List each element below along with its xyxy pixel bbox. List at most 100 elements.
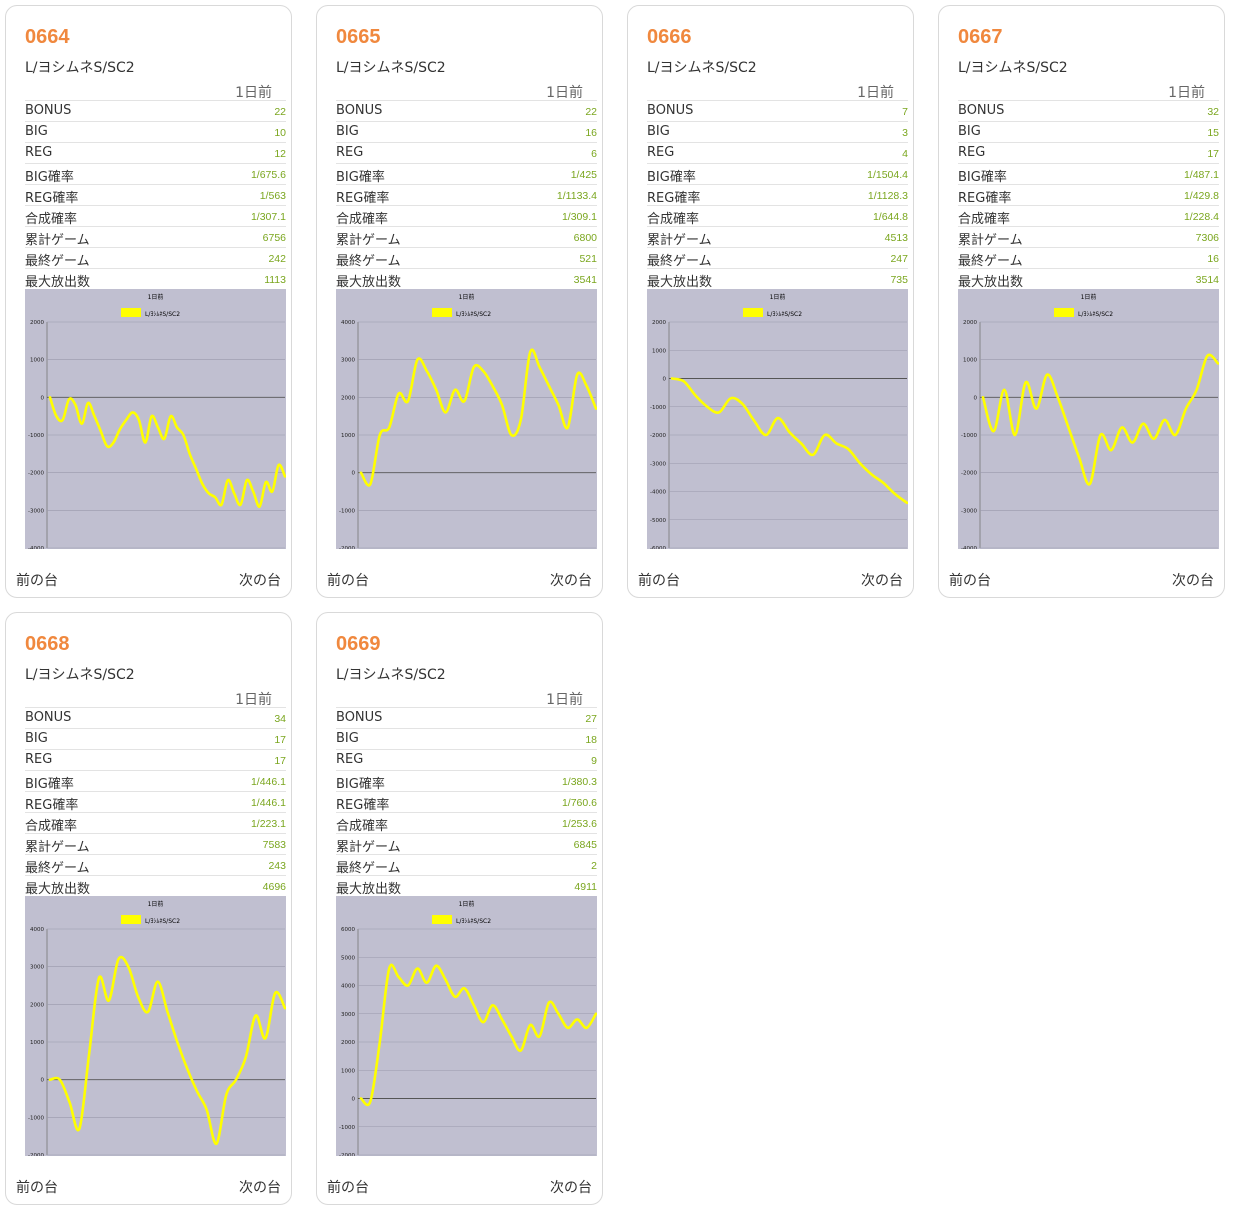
machine-card[interactable]: 0667 L/ヨシムネS/SC2 1日前 BONUS 32 BIG 15 REG 17 BIG確率…: [938, 5, 1225, 598]
y-tick-label: 1000: [30, 358, 44, 364]
next-machine-link[interactable]: 次の台: [1172, 573, 1214, 589]
machine-card[interactable]: 0668 L/ヨシムネS/SC2 1日前 BONUS 34 BIG 17 REG 17 BIG確率…: [5, 612, 292, 1205]
stat-value: 9: [591, 755, 597, 767]
y-tick-label: -2000: [961, 471, 977, 477]
series-line: [359, 348, 597, 487]
stat-value: 18: [585, 734, 597, 746]
stat-label: BIG: [647, 124, 670, 139]
stat-row: 最終ゲーム 521: [336, 247, 597, 269]
stat-value: 17: [1207, 148, 1219, 160]
stat-label: 最大放出数: [958, 275, 1024, 290]
machine-card[interactable]: 0665 L/ヨシムネS/SC2 1日前 BONUS 22 BIG 16 REG 6 BIG確率 1…: [316, 5, 603, 598]
machine-number[interactable]: 0665: [336, 26, 381, 48]
stat-value: 3: [902, 127, 908, 139]
stat-value: 22: [585, 106, 597, 118]
stat-row: BIG 17: [25, 728, 286, 749]
series-line: [48, 396, 286, 508]
machine-number[interactable]: 0669: [336, 633, 381, 655]
prev-machine-link[interactable]: 前の台: [16, 1180, 58, 1196]
machine-number[interactable]: 0668: [25, 633, 70, 655]
stat-label: 最終ゲーム: [336, 861, 401, 876]
stat-row: BONUS 22: [25, 100, 286, 121]
stat-value: 1/309.1: [561, 211, 597, 223]
stat-row: BIG確率 1/487.1: [958, 163, 1219, 185]
stat-row: 累計ゲーム 4513: [647, 226, 908, 248]
y-tick-label: 4000: [341, 984, 355, 990]
y-tick-label: 0: [352, 1097, 356, 1103]
prev-machine-link[interactable]: 前の台: [327, 1180, 369, 1196]
stat-label: 累計ゲーム: [25, 840, 90, 855]
stat-label: 累計ゲーム: [336, 233, 401, 248]
machine-number[interactable]: 0666: [647, 26, 692, 48]
stat-label: BIG確率: [647, 170, 696, 185]
stat-value: 10: [274, 127, 286, 139]
day-label: 1日前: [1168, 85, 1205, 101]
y-tick-label: 1000: [341, 1068, 355, 1074]
stat-row: BIG確率 1/425: [336, 163, 597, 185]
stat-value: 1/425: [570, 169, 597, 181]
stat-value: 6845: [573, 839, 597, 851]
stat-row: REG確率 1/429.8: [958, 184, 1219, 206]
next-machine-link[interactable]: 次の台: [861, 573, 903, 589]
day-label: 1日前: [857, 85, 894, 101]
stat-row: 累計ゲーム 6800: [336, 226, 597, 248]
next-machine-link[interactable]: 次の台: [239, 573, 281, 589]
y-tick-label: -3000: [650, 461, 666, 467]
y-tick-label: -2000: [650, 433, 666, 439]
y-tick-label: 6000: [341, 927, 355, 933]
chart-plot-area: [336, 896, 597, 1156]
machine-card[interactable]: 0666 L/ヨシムネS/SC2 1日前 BONUS 7 BIG 3 REG 4 BIG確率 1/1…: [627, 5, 914, 598]
stat-value: 34: [274, 713, 286, 725]
stat-label: 最大放出数: [336, 275, 402, 290]
machine-number[interactable]: 0667: [958, 26, 1003, 48]
series-line: [359, 963, 597, 1107]
stat-value: 1/228.4: [1183, 211, 1219, 223]
stat-value: 521: [579, 253, 597, 265]
stat-row: REG確率 1/1133.4: [336, 184, 597, 206]
stat-row: BONUS 32: [958, 100, 1219, 121]
day-label: 1日前: [235, 85, 272, 101]
stat-value: 1/563: [259, 190, 286, 202]
stat-value: 4513: [884, 232, 908, 244]
stat-value: 1/644.8: [872, 211, 908, 223]
prev-machine-link[interactable]: 前の台: [949, 573, 991, 589]
stat-row: 累計ゲーム 6756: [25, 226, 286, 248]
slump-chart-svg: 1日前 L/ﾖｼﾑﾈS/SC2 4000 3000 2000 1000 0 -1000 -200…: [25, 896, 286, 1156]
stat-label: 合成確率: [336, 819, 389, 834]
machine-card[interactable]: 0664 L/ヨシムネS/SC2 1日前 BONUS 22 BIG 10 REG 12 BIG確率…: [5, 5, 292, 598]
next-machine-link[interactable]: 次の台: [550, 573, 592, 589]
stat-value: 1/487.1: [1183, 169, 1219, 181]
slump-graph: 1日前 L/ﾖｼﾑﾈS/SC2 2000 1000 0 -1000 -2000 -3000 -4…: [958, 289, 1219, 549]
legend-label: L/ﾖｼﾑﾈS/SC2: [145, 918, 180, 925]
prev-machine-link[interactable]: 前の台: [327, 573, 369, 589]
slump-chart-svg: 1日前 L/ﾖｼﾑﾈS/SC2 2000 1000 0 -1000 -2000 -3000 -4…: [647, 289, 908, 549]
prev-machine-link[interactable]: 前の台: [16, 573, 58, 589]
next-machine-link[interactable]: 次の台: [239, 1180, 281, 1196]
stat-label: REG: [336, 145, 364, 160]
stat-label: 合成確率: [336, 212, 389, 227]
y-tick-label: 0: [352, 471, 356, 477]
machine-card[interactable]: 0669 L/ヨシムネS/SC2 1日前 BONUS 27 BIG 18 REG 9 BIG確率 1…: [316, 612, 603, 1205]
stat-row: BIG 10: [25, 121, 286, 142]
stats-table: BONUS 32 BIG 15 REG 17 BIG確率 1/487.1 REG確率 1/429.…: [958, 100, 1219, 290]
stat-value: 1/307.1: [250, 211, 286, 223]
next-machine-link[interactable]: 次の台: [550, 1180, 592, 1196]
prev-machine-link[interactable]: 前の台: [638, 573, 680, 589]
stat-value: 1/1504.4: [867, 169, 908, 181]
machine-number[interactable]: 0664: [25, 26, 70, 48]
stat-label: BONUS: [336, 710, 383, 725]
stat-label: BIG確率: [958, 170, 1007, 185]
slump-graph: 1日前 L/ﾖｼﾑﾈS/SC2 4000 3000 2000 1000 0 -1000 -200…: [336, 289, 597, 549]
y-tick-label: 2000: [341, 1040, 355, 1046]
y-tick-label: -2000: [28, 471, 44, 477]
stat-value: 16: [585, 127, 597, 139]
stat-value: 12: [274, 148, 286, 160]
stat-value: 3514: [1195, 274, 1219, 286]
stat-row: REG確率 1/1128.3: [647, 184, 908, 206]
stat-value: 22: [274, 106, 286, 118]
stat-label: BIG確率: [336, 777, 385, 792]
legend-swatch: [743, 308, 763, 317]
chart-plot-area: [336, 289, 597, 549]
stat-row: BIG確率 1/380.3: [336, 770, 597, 792]
stat-label: REG: [647, 145, 675, 160]
